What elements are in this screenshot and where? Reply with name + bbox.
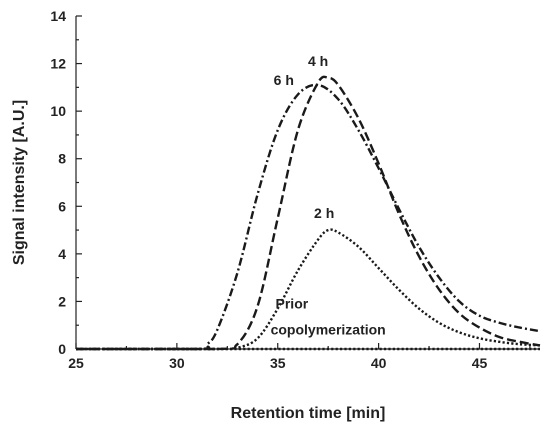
annotation-label: Prior [276, 296, 309, 312]
x-tick-label: 35 [270, 355, 286, 371]
y-tick-label: 0 [58, 341, 66, 357]
x-axis-title: Retention time [min] [231, 405, 386, 422]
x-tick-label: 25 [68, 355, 84, 371]
series-line-4-h [76, 75, 541, 351]
y-ticks: 0 2 4 6 8 10 12 14 [50, 8, 82, 357]
x-tick-label: 45 [472, 355, 488, 371]
annotation-label: copolymerization [271, 322, 386, 338]
series-line-6-h [76, 83, 541, 351]
y-tick-label: 8 [58, 151, 66, 167]
annotation-label: 2 h [314, 205, 334, 221]
series-line-2-h [76, 228, 541, 351]
y-tick-label: 6 [58, 198, 66, 214]
y-tick-label: 10 [50, 103, 66, 119]
y-axis-title: Signal intensity [A.U.] [11, 100, 28, 265]
y-tick-label: 14 [50, 8, 66, 24]
y-tick-label: 2 [58, 293, 66, 309]
x-tick-label: 40 [371, 355, 387, 371]
x-ticks: 25 30 35 40 45 [68, 343, 531, 371]
y-tick-label: 4 [58, 246, 66, 262]
annotation-label: 6 h [274, 72, 294, 88]
x-tick-label: 30 [169, 355, 185, 371]
series-layer [76, 75, 541, 351]
y-tick-label: 12 [50, 56, 66, 72]
annotation-label: 4 h [308, 53, 328, 69]
annotation-layer: 6 h 4 h 2 h Prior copolymerization [271, 53, 386, 338]
